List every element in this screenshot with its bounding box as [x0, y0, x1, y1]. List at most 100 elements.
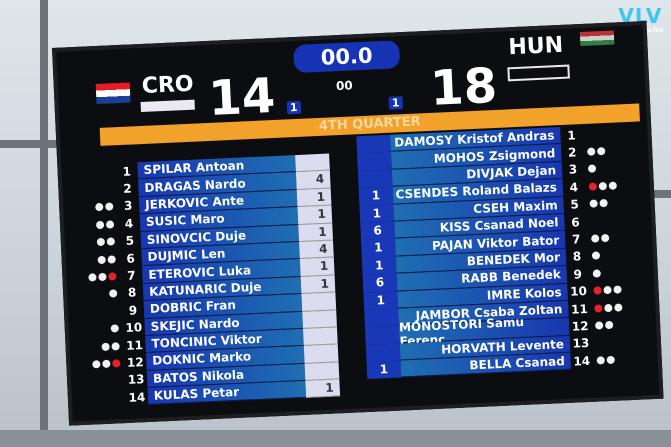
player-goals: 1	[359, 204, 395, 224]
foul-dot-icon	[92, 360, 101, 369]
player-number: 4	[124, 216, 134, 231]
foul-dot-icon	[88, 273, 97, 282]
player-goals: 4	[295, 170, 331, 190]
foul-dot-icon	[604, 303, 613, 312]
player-goals	[364, 325, 400, 345]
home-team-code: CRO	[141, 71, 195, 99]
foul-dot-icon	[96, 238, 106, 247]
player-number: 4	[569, 180, 579, 195]
player-goals	[364, 308, 399, 328]
foul-dot-icon	[97, 255, 106, 264]
player-number: 2	[122, 181, 132, 196]
foul-dot-icon	[599, 199, 608, 208]
foul-markers	[590, 302, 642, 313]
player-goals	[295, 153, 330, 173]
foul-markers	[586, 219, 638, 221]
foul-markers	[583, 146, 635, 156]
player-goals: 1	[299, 257, 335, 277]
away-score: 18	[428, 57, 499, 117]
player-number: 11	[125, 337, 144, 353]
foul-dot-icon	[110, 324, 119, 333]
foul-markers	[67, 237, 119, 247]
foul-dot-icon	[102, 359, 111, 369]
foul-dot-icon	[614, 302, 623, 312]
foul-dot-icon	[594, 321, 604, 330]
foul-dot-icon	[591, 251, 601, 261]
player-goals: 1	[361, 256, 397, 276]
player-number: 14	[128, 389, 146, 405]
foul-dot-icon	[95, 203, 104, 212]
game-clock: 00.0	[293, 40, 401, 74]
hungary-flag-icon	[579, 30, 615, 47]
home-name-bar	[140, 99, 195, 113]
truss-beam	[40, 0, 48, 447]
foul-markers	[68, 272, 120, 282]
player-number: 5	[125, 233, 135, 249]
player-goals	[302, 309, 337, 329]
player-goals: 6	[362, 273, 398, 293]
player-number: 2	[567, 145, 577, 160]
foul-markers	[72, 359, 124, 369]
foul-dot-icon	[109, 289, 118, 299]
foul-dot-icon	[598, 181, 608, 191]
foul-markers	[68, 254, 120, 265]
player-number: 1	[122, 164, 132, 179]
player-goals: 1	[297, 205, 333, 225]
player-number: 14	[573, 353, 591, 369]
foul-dot-icon	[105, 220, 115, 229]
foul-dot-icon	[101, 342, 110, 351]
foul-dot-icon	[608, 181, 617, 190]
player-number: 11	[570, 301, 589, 317]
home-score: 14	[207, 67, 277, 127]
player-number: 10	[569, 284, 588, 299]
foul-dot-icon	[107, 254, 116, 264]
foul-dot-icon	[601, 233, 610, 243]
player-goals: 6	[360, 221, 396, 241]
foul-markers	[582, 132, 634, 134]
exclusion-dot-icon	[108, 272, 117, 281]
foul-markers	[589, 285, 641, 295]
away-timeouts: 1	[388, 96, 403, 110]
foul-markers	[71, 341, 123, 352]
foul-markers	[74, 398, 126, 400]
foul-markers	[71, 324, 123, 334]
foul-dot-icon	[111, 341, 120, 351]
foul-markers	[585, 180, 637, 191]
foul-markers	[65, 189, 117, 191]
player-number: 12	[126, 355, 145, 370]
player-goals	[303, 344, 339, 364]
player-goals: 1	[305, 379, 341, 399]
player-goals: 1	[363, 291, 399, 311]
player-goals: 4	[299, 240, 334, 260]
player-number: 7	[571, 232, 581, 247]
foul-markers	[73, 380, 125, 382]
truss-beam	[0, 430, 671, 447]
away-name-bar	[507, 64, 570, 82]
player-number: 13	[127, 372, 145, 388]
player-goals	[357, 152, 392, 172]
player-goals: 1	[366, 360, 402, 380]
foul-dot-icon	[106, 237, 116, 246]
player-number: 8	[127, 285, 137, 301]
player-number: 9	[128, 303, 138, 318]
foul-dot-icon	[587, 164, 597, 174]
foul-dot-icon	[591, 234, 600, 243]
foul-dot-icon	[596, 356, 605, 365]
player-goals	[302, 327, 338, 347]
foul-dot-icon	[597, 147, 606, 156]
foul-markers	[70, 311, 122, 313]
player-goals: 1	[298, 223, 334, 242]
player-number: 8	[572, 249, 582, 265]
foul-markers	[64, 172, 116, 174]
home-timeouts: 1	[286, 100, 301, 115]
player-number: 1	[566, 128, 576, 143]
player-number: 10	[125, 320, 143, 336]
foul-dot-icon	[603, 286, 612, 295]
foul-markers	[584, 163, 636, 174]
player-number: 3	[568, 162, 578, 178]
foul-dot-icon	[98, 272, 107, 282]
exclusion-dot-icon	[593, 286, 602, 295]
foul-markers	[585, 198, 637, 209]
foul-dot-icon	[604, 320, 614, 330]
